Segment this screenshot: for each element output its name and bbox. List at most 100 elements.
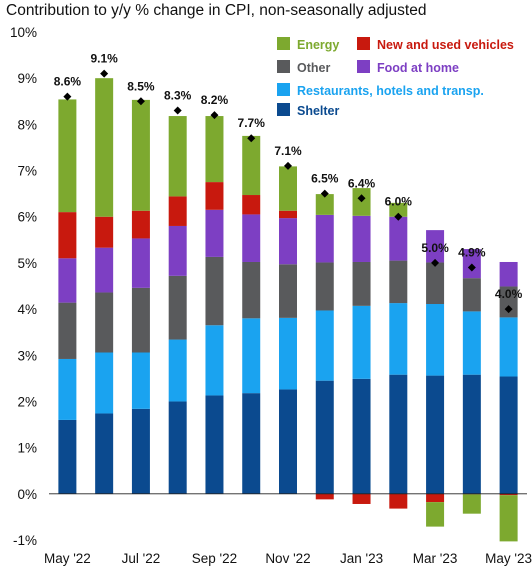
bar-segment — [426, 375, 445, 494]
legend-label: Other — [297, 61, 330, 75]
legend-label: New and used vehicles — [377, 38, 514, 52]
bar-segment — [389, 202, 408, 217]
bar-segment — [315, 214, 334, 263]
legend-swatch — [277, 83, 290, 96]
bar-segment — [426, 262, 445, 305]
total-label: 4.9% — [458, 246, 486, 260]
total-label: 8.3% — [164, 89, 192, 103]
bar-segment — [131, 408, 150, 494]
bar-segment — [242, 318, 261, 394]
bar-segment — [205, 256, 224, 326]
total-marker — [431, 258, 440, 267]
bar-segment — [95, 78, 114, 217]
total-marker — [100, 69, 109, 78]
bar-segment — [389, 374, 408, 494]
total-label: 6.5% — [311, 172, 339, 186]
bar-segment — [389, 493, 408, 509]
bar-segment — [168, 275, 187, 340]
total-label: 7.7% — [238, 116, 266, 130]
bar-segment — [426, 304, 445, 376]
bar-segment — [95, 292, 114, 353]
total-marker — [284, 161, 292, 170]
total-label: 8.2% — [201, 93, 229, 107]
bar-segment — [279, 166, 297, 211]
bar-segment — [462, 278, 481, 312]
total-marker — [357, 194, 366, 203]
bar-segment — [58, 99, 77, 213]
total-marker — [320, 189, 329, 198]
bar-segment — [315, 262, 334, 311]
chart-title: Contribution to y/y % change in CPI, non… — [6, 2, 427, 19]
total-label: 9.1% — [90, 52, 118, 66]
bar-segment — [131, 352, 150, 409]
bar-segment — [205, 325, 224, 396]
legend-swatch — [277, 60, 290, 73]
bar-segment — [426, 493, 445, 503]
bar-segment — [426, 502, 445, 527]
bar-segment — [499, 376, 518, 494]
y-tick-label: 9% — [17, 71, 37, 86]
bar-segment — [168, 116, 187, 197]
bar-segment — [58, 358, 77, 420]
total-label: 8.6% — [54, 75, 82, 89]
bar-segment — [168, 225, 187, 276]
legend-swatch — [277, 103, 290, 116]
total-marker — [394, 212, 403, 221]
bar-segment — [462, 311, 481, 375]
bar-segment — [95, 216, 114, 248]
bar-segment — [58, 258, 77, 303]
bar-segment — [58, 302, 77, 359]
bar-segment — [242, 135, 261, 196]
bar-segment — [315, 194, 334, 215]
bar-segment — [499, 493, 518, 496]
bar-segment — [205, 209, 224, 257]
bar-segment — [131, 238, 150, 288]
legend-swatch — [277, 37, 290, 50]
bar-segment — [352, 215, 371, 262]
bar-segment — [58, 212, 77, 259]
y-tick-label: 7% — [17, 164, 37, 179]
legend-label: Restaurants, hotels and transp. — [297, 84, 484, 98]
legend-label: Shelter — [297, 104, 340, 118]
total-marker — [63, 92, 72, 101]
bar-segment — [242, 261, 261, 319]
bar-segment — [205, 182, 224, 210]
bar-segment — [352, 378, 371, 494]
bar-segment — [205, 395, 224, 494]
bar-segment — [499, 286, 518, 318]
total-marker — [136, 97, 145, 106]
bar-segment — [168, 339, 187, 402]
bar-segment — [315, 493, 334, 500]
x-tick-label: May '23 — [485, 551, 532, 566]
x-tick-label: Sep '22 — [192, 551, 237, 566]
x-tick-label: Mar '23 — [413, 551, 458, 566]
total-label: 4.0% — [495, 287, 523, 301]
bar-segment — [242, 214, 261, 262]
bar-segment — [95, 413, 114, 494]
legend-label: Energy — [297, 38, 339, 52]
x-tick-label: Nov '22 — [265, 551, 310, 566]
bar-segment — [352, 305, 371, 379]
y-tick-label: 0% — [17, 487, 37, 502]
y-tick-label: 2% — [17, 394, 37, 409]
total-label: 5.0% — [421, 241, 449, 255]
total-marker — [467, 263, 476, 272]
bar-segment — [58, 419, 77, 494]
total-marker — [247, 134, 256, 143]
bar-segment — [315, 310, 334, 381]
bar-segment — [279, 264, 297, 318]
bar-segment — [352, 261, 371, 306]
y-tick-label: 3% — [17, 348, 37, 363]
bar-segment — [131, 99, 150, 211]
bar-segment — [499, 495, 518, 542]
bar-segment — [242, 393, 261, 494]
bar-segment — [95, 247, 114, 293]
y-tick-label: 4% — [17, 302, 37, 317]
bar-segment — [168, 196, 187, 226]
x-tick-label: Jan '23 — [340, 551, 383, 566]
y-tick-label: 5% — [17, 256, 37, 271]
bar-segment — [131, 287, 150, 353]
y-tick-label: 10% — [10, 25, 37, 40]
legend-label: Food at home — [377, 61, 459, 75]
